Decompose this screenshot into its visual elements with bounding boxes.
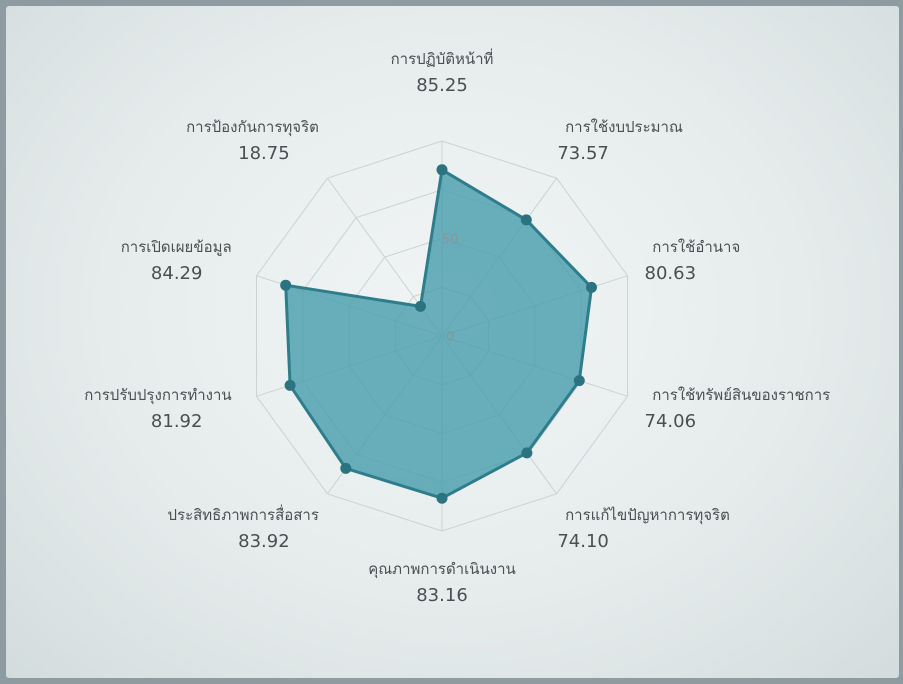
category-label: การปฏิบัติหน้าที่ [391, 48, 494, 68]
radar-points [280, 164, 597, 504]
radar-point [521, 447, 533, 459]
category-label: การป้องกันการทุจริต [186, 118, 319, 137]
category-label: ประสิทธิภาพการสื่อสาร [167, 504, 318, 524]
radar-point [284, 379, 296, 391]
value-label: 74.10 [557, 531, 609, 552]
radar-data-area [284, 168, 593, 500]
value-label: 85.25 [416, 75, 468, 96]
radar-point [436, 164, 448, 176]
radar-point [436, 492, 448, 504]
category-label: คุณภาพการดำเนินงาน [368, 560, 516, 579]
category-label: การแก้ไขปัญหาการทุจริต [565, 506, 730, 525]
radar-point [415, 300, 426, 312]
value-label: 73.57 [557, 143, 609, 164]
value-label: 74.06 [645, 411, 697, 432]
category-label: การเปิดเผยข้อมูล [121, 238, 232, 256]
radial-tick-label: 50 [442, 233, 459, 248]
radar-point [573, 375, 585, 387]
category-labels: การปฏิบัติหน้าที่ 85.25 การใช้งบประมาณ 73.5… [84, 48, 830, 606]
radar-chart: 0 50 การปฏิบัติหน้าที่ 85.25 การใช้งบประมาณ… [84, 48, 830, 606]
value-label: 83.16 [416, 585, 468, 606]
radar-point [520, 214, 532, 226]
value-label: 80.63 [645, 263, 697, 284]
radial-tick-labels: 0 50 [442, 233, 459, 346]
value-label: 81.92 [151, 411, 203, 432]
value-label: 84.29 [151, 263, 203, 284]
value-label: 18.75 [238, 143, 290, 164]
category-label: การใช้อำนาจ [652, 238, 740, 256]
radar-point [280, 279, 292, 291]
screen-area: 0 50 การปฏิบัติหน้าที่ 85.25 การใช้งบประมาณ… [6, 6, 899, 678]
category-label: การใช้ทรัพย์สินของราชการ [652, 386, 830, 404]
value-label: 83.92 [238, 531, 290, 552]
category-label: การปรับปรุงการทำงาน [84, 386, 231, 405]
radar-area-layer [284, 168, 593, 500]
radar-point [586, 281, 597, 293]
radial-tick-label: 0 [446, 330, 454, 345]
radar-point [340, 462, 352, 474]
category-label: การใช้งบประมาณ [565, 118, 683, 136]
